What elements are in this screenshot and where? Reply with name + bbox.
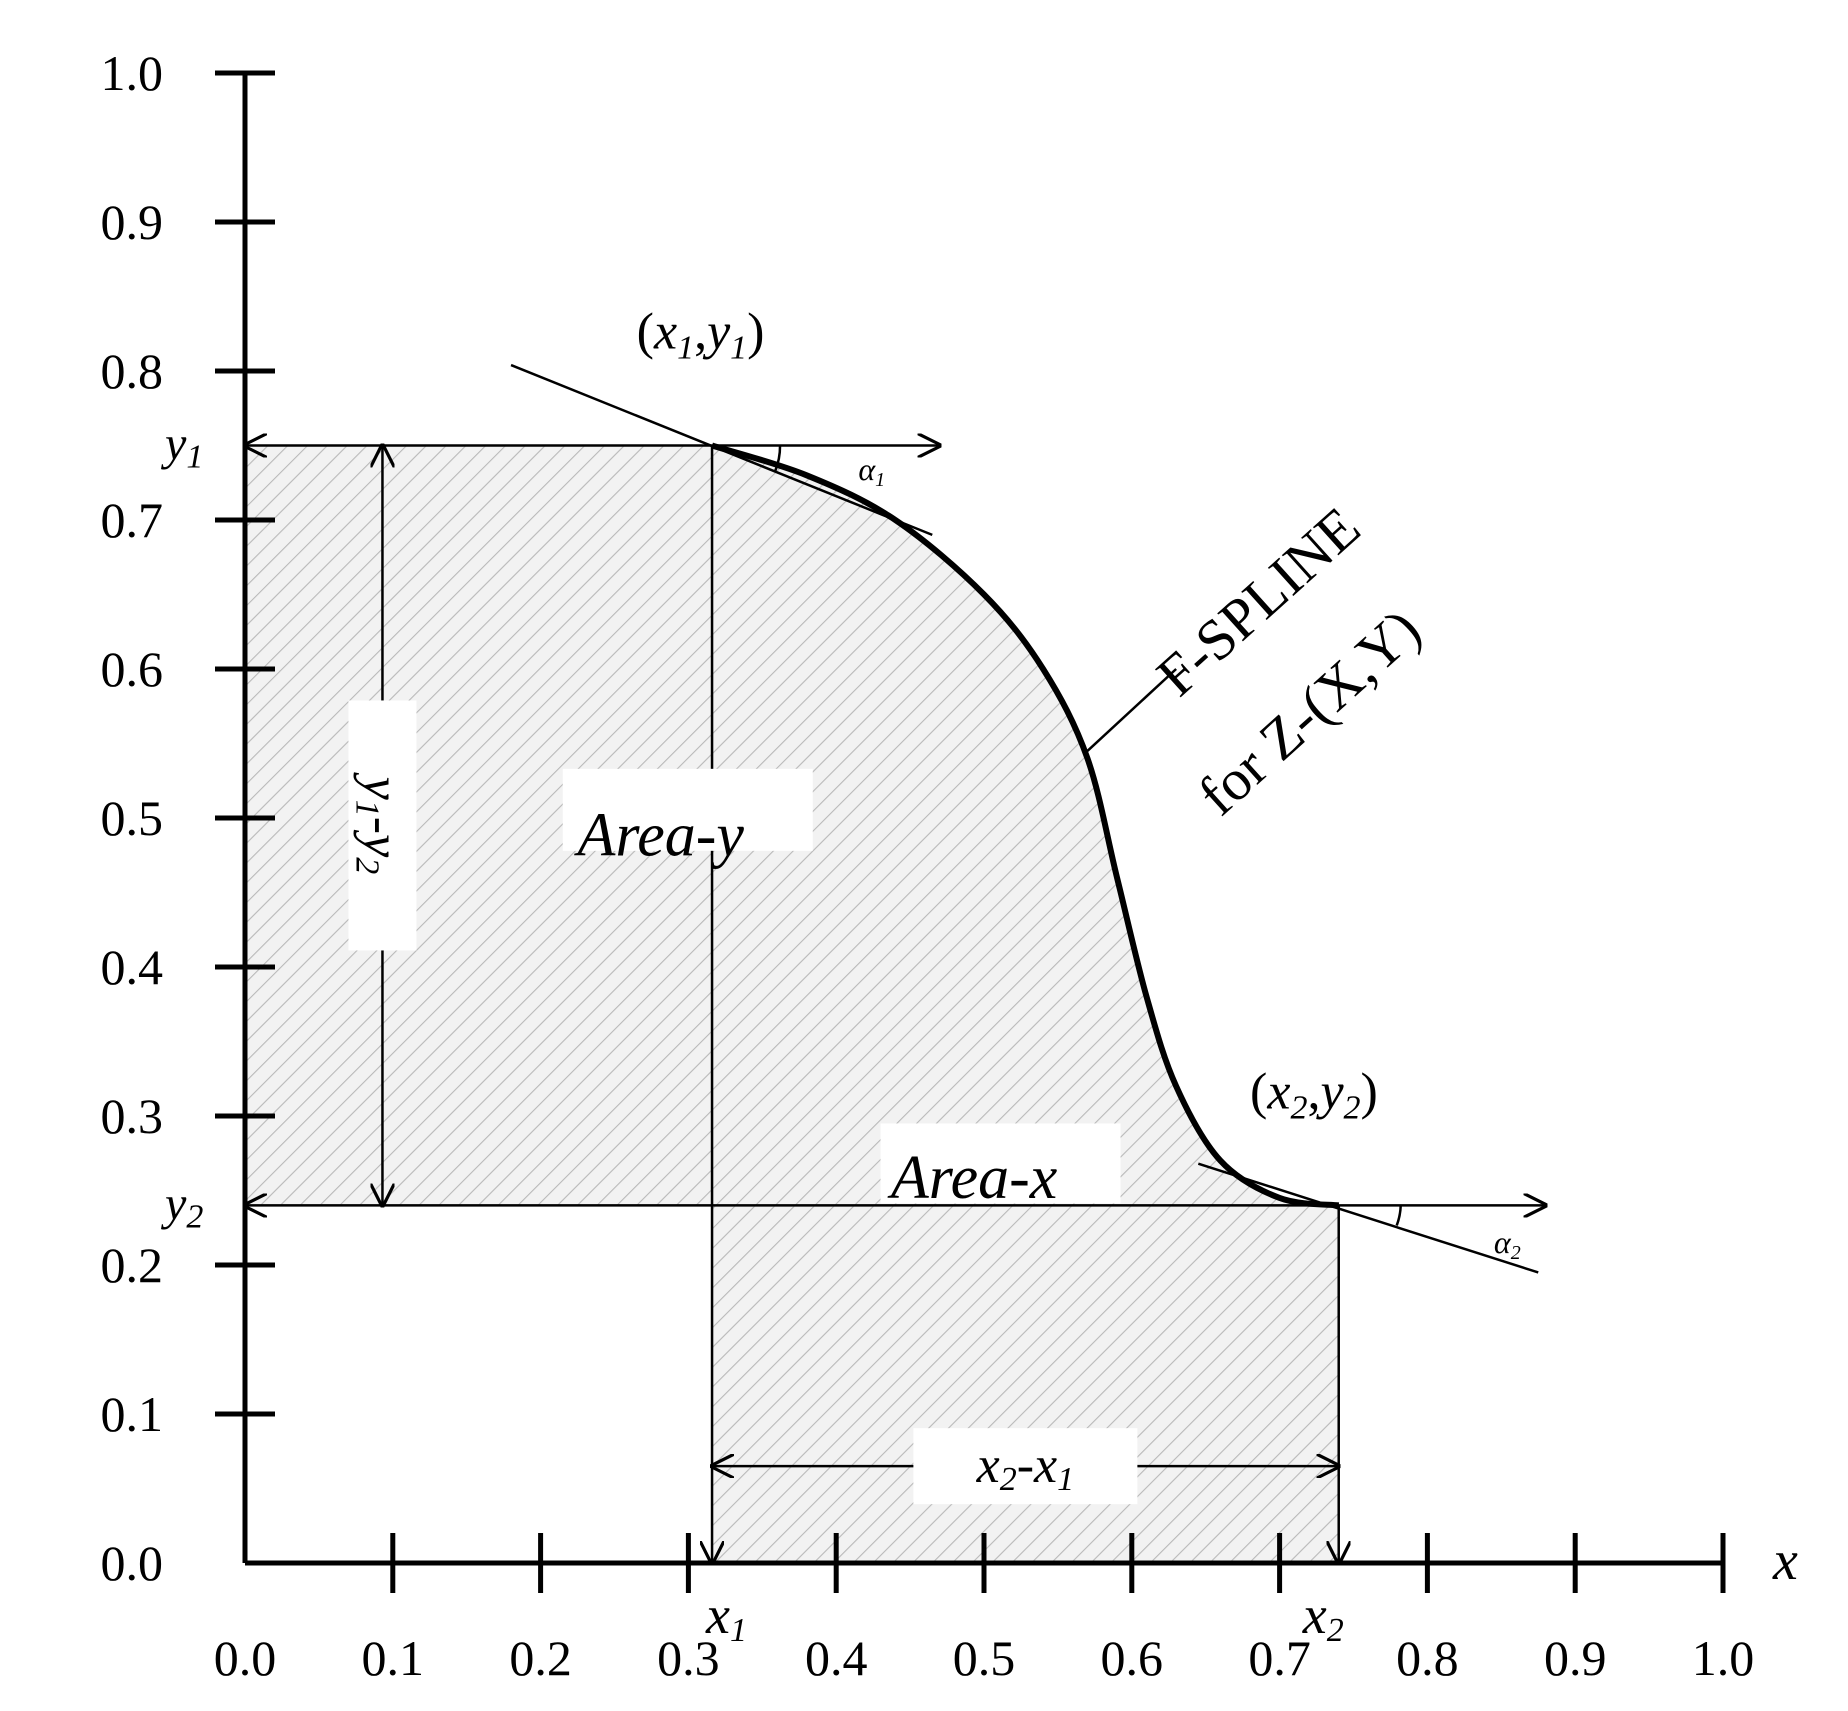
alpha1-angle-label: α1: [858, 451, 885, 491]
x-tick-label: 0.4: [805, 1630, 868, 1686]
x2-minus-x1-label: x2-x1: [976, 1437, 1075, 1498]
y-tick-label: 0.7: [101, 492, 164, 548]
x1-axis-mark: x1: [705, 1585, 747, 1649]
y-tick-label: 0.2: [101, 1237, 164, 1293]
x-tick-label: 0.3: [657, 1630, 720, 1686]
y-axis-ticks: 0.0 0.1 0.2 0.3 0.4 0.5 0.6 0.7 0.8 0.9 1.0: [101, 45, 275, 1591]
x-tick-label: 0.1: [362, 1630, 425, 1686]
y-tick-label: 0.0: [101, 1535, 164, 1591]
area-x-label-bg: [880, 1123, 1121, 1204]
x-tick-label: 0.6: [1101, 1630, 1164, 1686]
y1-axis-mark: y1: [160, 418, 203, 476]
x-tick-label: 0.7: [1248, 1630, 1311, 1686]
axes: 0.0 0.1 0.2 0.3 0.4 0.5 0.6 0.7 0.8 0.9 1.0 0.0 0.1…: [101, 45, 1799, 1686]
dy-label-bg: [348, 700, 417, 951]
area-x-label: Area-x: [887, 1144, 1058, 1212]
y-tick-label: 0.1: [101, 1386, 164, 1442]
y-tick-label: 1.0: [101, 45, 164, 101]
y2-axis-mark: y2: [160, 1177, 203, 1235]
dx-label-bg: [913, 1428, 1138, 1505]
y-tick-label: 0.4: [101, 939, 164, 995]
tangent-line-2: [1197, 1162, 1539, 1274]
x-tick-label: 0.9: [1544, 1630, 1607, 1686]
y-tick-label: 0.9: [101, 194, 164, 250]
alpha2-arc: [1395, 1205, 1402, 1226]
y1-minus-y2-label: y1-y2: [348, 772, 409, 875]
point1-label: (x1,y1): [637, 304, 765, 367]
y-tick-label: 0.5: [101, 790, 164, 846]
x-tick-label: 1.0: [1692, 1630, 1755, 1686]
f-spline-curve: [711, 442, 1340, 1209]
hatched-areas: [245, 445, 1339, 1563]
y-tick-label: 0.6: [101, 641, 164, 697]
area-y-label: Area-y: [574, 801, 745, 869]
y-tick-label: 0.3: [101, 1088, 164, 1144]
x-tick-label: 0.8: [1396, 1630, 1459, 1686]
area-x-rect-hatch: [712, 1205, 1339, 1563]
x-tick-label: 0.0: [214, 1630, 277, 1686]
area-y-label-bg: [562, 768, 813, 851]
x-axis-ticks: 0.0 0.1 0.2 0.3 0.4 0.5 0.6 0.7 0.8 0.9 1.0: [214, 1533, 1755, 1686]
y-tick-label: 0.8: [101, 343, 164, 399]
x-axis-label: x: [1772, 1530, 1798, 1592]
area-under-curve-hatch: [712, 445, 1339, 1206]
x-tick-label: 0.5: [953, 1630, 1016, 1686]
alpha2-angle-label: α2: [1494, 1224, 1521, 1264]
alpha1-arc: [773, 445, 782, 472]
x2-axis-mark: x2: [1302, 1585, 1344, 1649]
spline-callout-leader: [1086, 668, 1177, 752]
area-y-rect-hatch: [245, 445, 713, 1206]
x-tick-label: 0.2: [509, 1630, 572, 1686]
point2-label: (x2,y2): [1250, 1064, 1378, 1127]
